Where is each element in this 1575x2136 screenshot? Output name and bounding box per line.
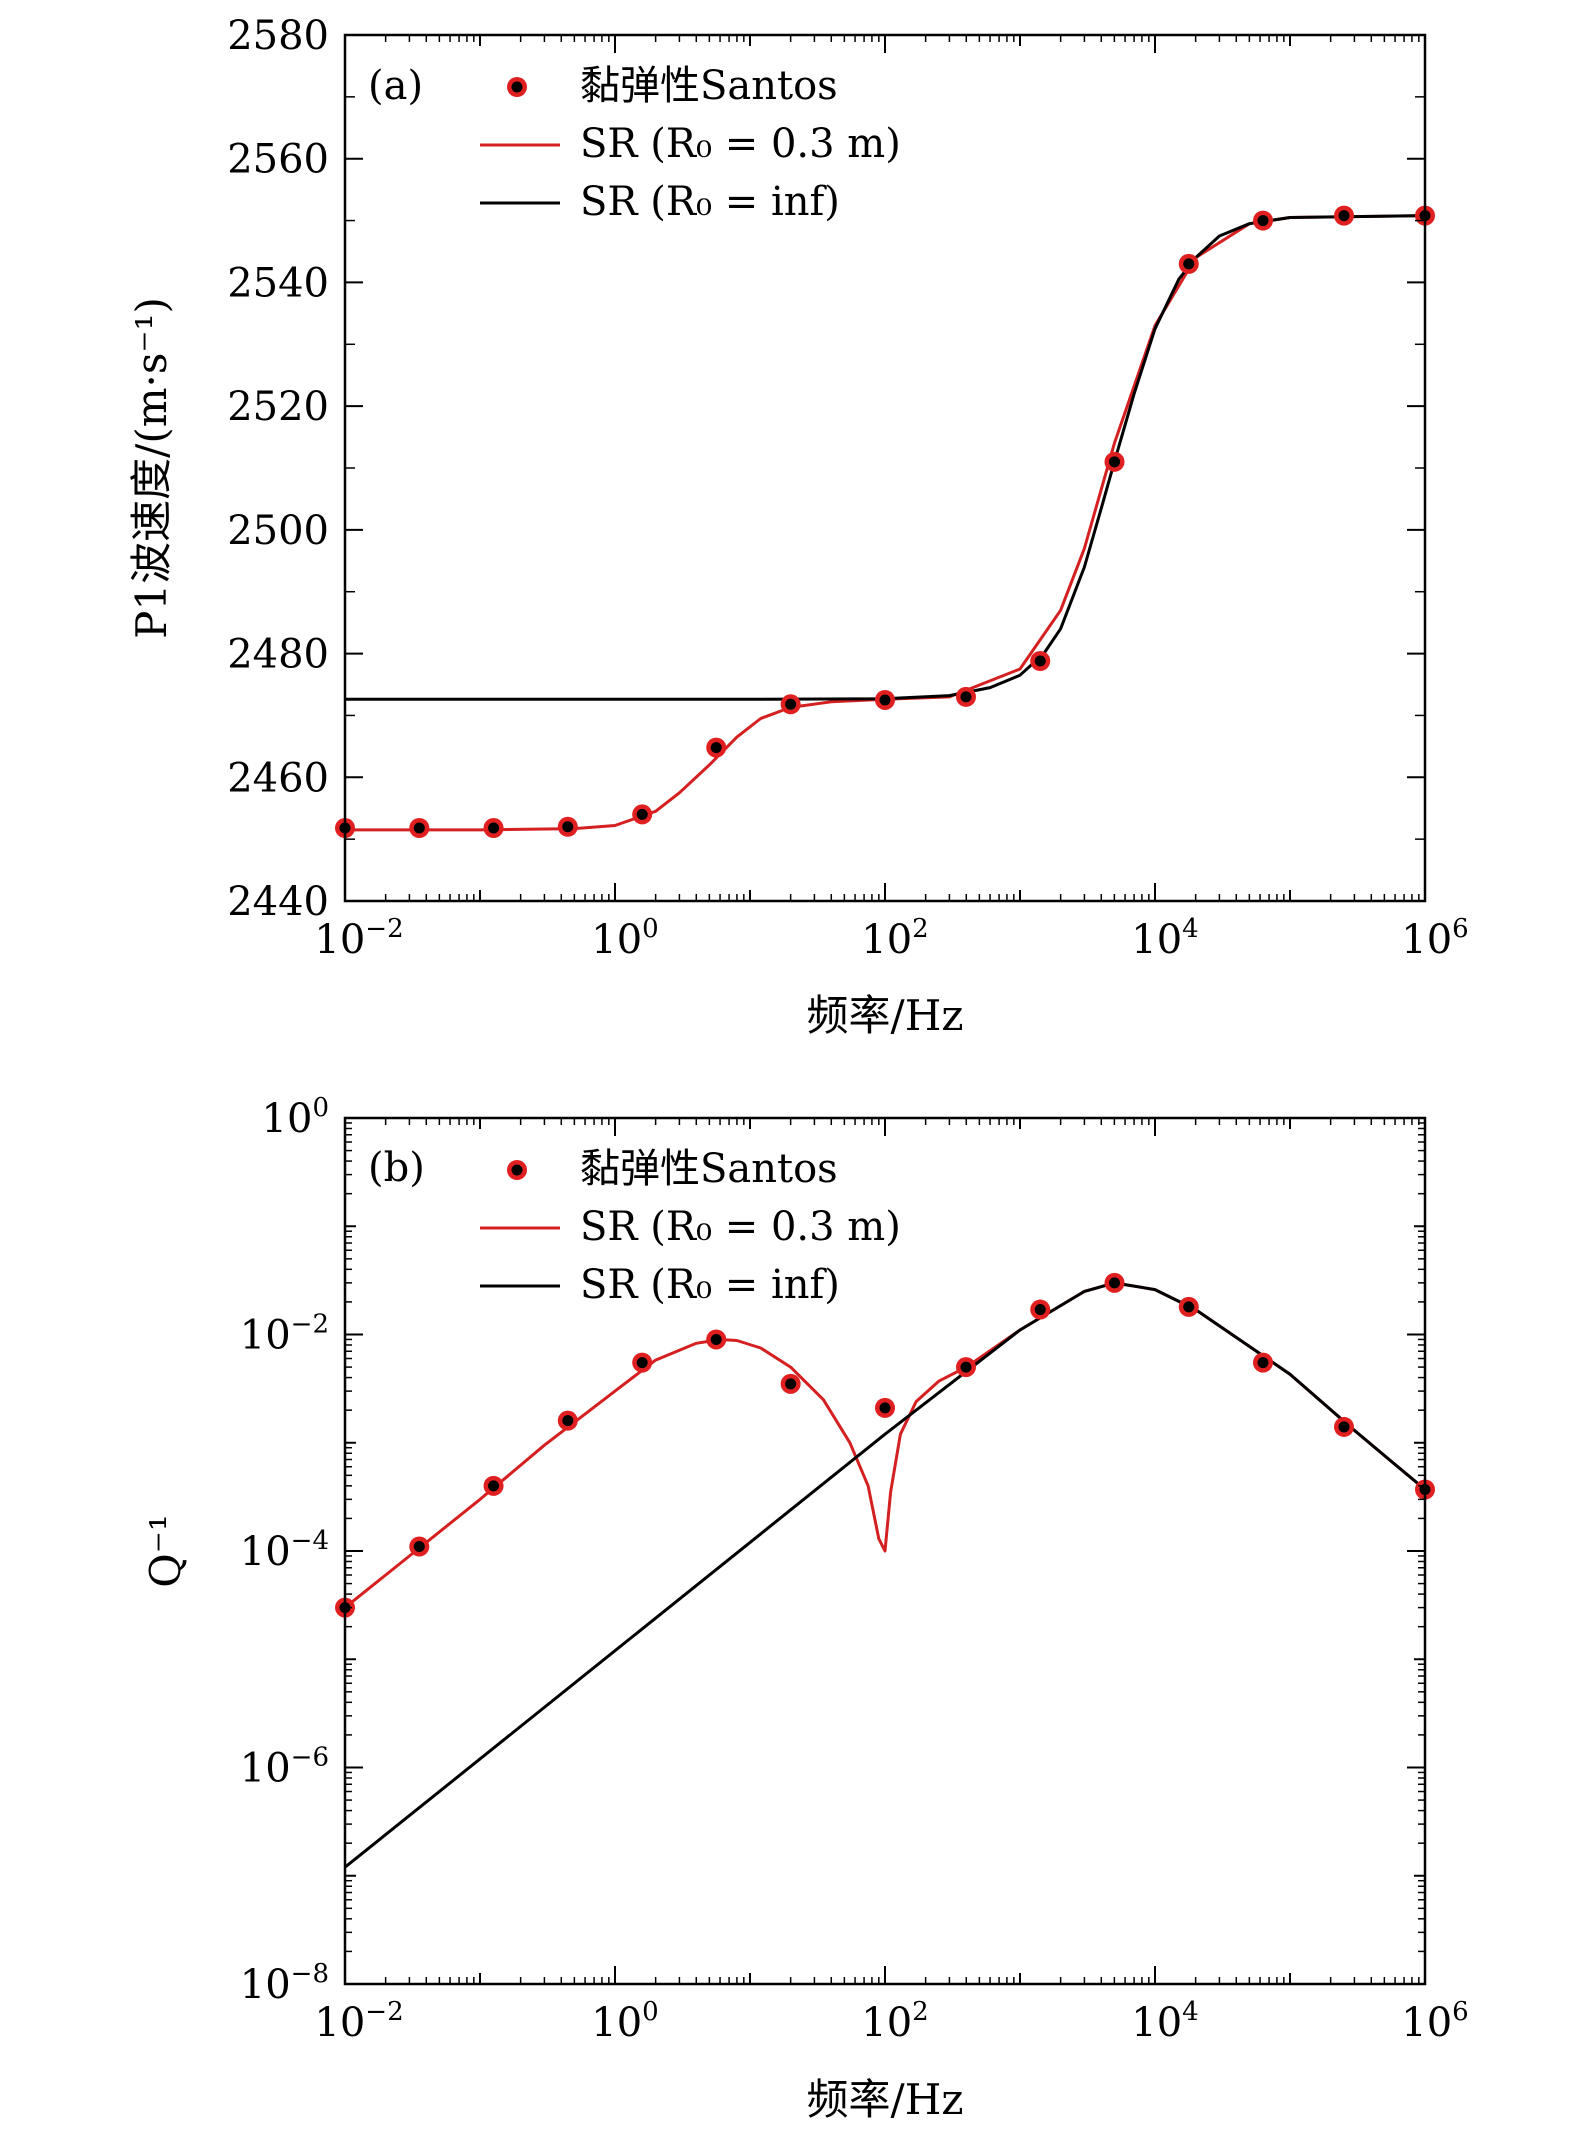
series-line [345,214,1425,832]
panel-b-y-axis-label: Q⁻¹ [141,1514,190,1587]
y-tick-label: 10−4 [240,1526,329,1575]
panel-a: 10−2 100 102 104 106 2440 2460 2480 2500 2520 2540… [127,13,1469,1040]
y-tick-label: 2500 [227,508,329,554]
data-point [706,737,727,758]
y-tick-label: 2480 [227,632,329,678]
data-point [1030,1299,1051,1320]
data-point [1178,1296,1199,1317]
y-tick-label: 10−6 [240,1743,329,1792]
panel-a-y-axis-label: P1波速度/(m·s⁻¹) [127,297,176,639]
legend-item: 黏弹性Santos [507,1146,838,1192]
data-point [1104,451,1125,472]
data-point [1253,1352,1274,1373]
data-point [483,1475,504,1496]
x-tick-label: 106 [1401,914,1468,963]
y-tick-label: 100 [262,1093,329,1142]
panel-b-plot-frame [343,1116,1427,1986]
x-tick-label: 10−2 [314,914,403,963]
panel-b-ticks: 10−2 100 102 104 106 10−8 10−6 10−4 10−2 100 [240,1093,1469,2046]
series-line [345,1281,1425,1869]
data-point [780,694,801,715]
y-tick-label: 2460 [227,755,329,801]
data-point [706,1329,727,1350]
panel-a-ticks: 10−2 100 102 104 106 2440 2460 2480 2500 2520 2540… [227,13,1469,963]
data-point [557,816,578,837]
data-point [632,1352,653,1373]
y-tick-label: 2440 [227,879,329,925]
y-tick-label: 2580 [227,13,329,59]
data-point [1334,205,1355,226]
y-tick-label: 10−2 [240,1310,329,1359]
panel-a-x-axis-label: 频率/Hz [807,991,964,1040]
data-point [875,689,895,710]
legend-label: SR (R₀ = inf) [580,1262,840,1308]
x-tick-label: 10−2 [314,1997,403,2046]
series-line [345,1281,1425,1609]
panel-b-series [335,1272,1435,1869]
legend-label: 黏弹性Santos [580,1146,838,1192]
panel-a-plot-frame [343,33,1427,903]
legend-label: 黏弹性Santos [580,63,838,109]
data-point [632,804,653,825]
y-tick-label: 2520 [227,384,329,430]
data-point [1253,210,1274,231]
y-tick-label: 2540 [227,260,329,306]
legend-label: SR (R₀ = 0.3 m) [580,1204,901,1250]
legend-item: SR (R₀ = inf) [480,1262,840,1308]
x-tick-label: 102 [861,1997,928,2046]
data-point [1104,1272,1125,1293]
panel-a-legend: 黏弹性Santos SR (R₀ = 0.3 m) SR (R₀ = inf) [480,63,901,225]
x-tick-label: 100 [591,914,658,963]
panel-b-label: (b) [368,1145,425,1191]
data-point [780,1373,801,1394]
panel-b-legend: 黏弹性Santos SR (R₀ = 0.3 m) SR (R₀ = inf) [480,1146,901,1308]
y-tick-label: 10−8 [240,1959,329,2008]
data-point [557,1410,578,1431]
x-tick-label: 106 [1401,1997,1468,2046]
x-tick-label: 104 [1131,1997,1198,2046]
data-point [483,818,504,839]
x-tick-label: 100 [591,1997,658,2046]
x-tick-label: 104 [1131,914,1198,963]
legend-label: SR (R₀ = 0.3 m) [580,121,901,167]
panel-a-series [335,205,1435,839]
data-point [1178,253,1199,274]
data-point [409,1536,430,1557]
panel-a-label: (a) [368,63,423,109]
data-point [875,1397,895,1418]
legend-item: SR (R₀ = inf) [480,179,840,225]
series-line [345,214,1425,701]
panel-b-x-axis-label: 频率/Hz [807,2075,964,2124]
legend-item: SR (R₀ = 0.3 m) [480,121,901,167]
data-point [1334,1416,1355,1437]
data-point [955,1357,976,1378]
data-point [1030,650,1051,671]
data-point [409,818,430,839]
legend-item: 黏弹性Santos [507,63,838,109]
y-tick-label: 2560 [227,137,329,183]
data-point [955,686,976,707]
x-tick-label: 102 [861,914,928,963]
legend-item: SR (R₀ = 0.3 m) [480,1204,901,1250]
legend-label: SR (R₀ = inf) [580,179,840,225]
